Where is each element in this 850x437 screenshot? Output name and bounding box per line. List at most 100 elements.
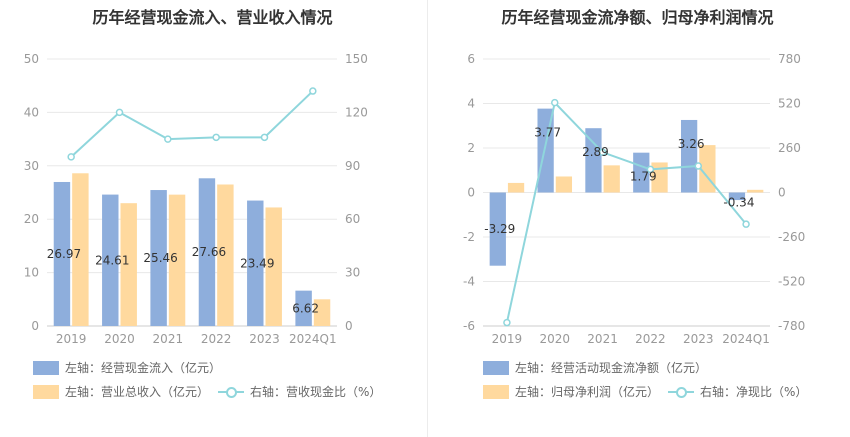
y-left-tick-label: 0: [467, 186, 475, 200]
y-right-tick-label: 120: [345, 105, 368, 119]
legend-item-net-profit[interactable]: 左轴：归母净利润（亿元）: [483, 383, 659, 400]
line-point: [164, 135, 172, 143]
data-label: 27.66: [192, 245, 226, 259]
data-label: 2.89: [582, 145, 609, 159]
bar: [555, 176, 573, 193]
bar: [728, 192, 746, 201]
y-left-tick-label: 40: [24, 105, 39, 119]
y-right-tick-label: -520: [778, 275, 805, 289]
legend-label: 左轴：归母净利润（亿元）: [515, 385, 660, 399]
data-label: 24.61: [95, 253, 129, 267]
line-point: [115, 108, 124, 117]
line-point: [309, 87, 317, 95]
y-left-tick-label: 50: [24, 52, 39, 66]
legend-swatch-line: [668, 385, 694, 399]
x-tick-label: 2022: [201, 332, 232, 345]
legend-label: 左轴：经营现金流入（亿元）: [65, 361, 222, 375]
legend-swatch-bar-blue: [483, 360, 509, 375]
bar: [747, 189, 764, 193]
line-point: [742, 220, 750, 228]
y-left-tick-label: -2: [463, 230, 475, 244]
y-right-tick-label: 90: [345, 159, 360, 173]
bar: [507, 182, 525, 193]
bar: [217, 184, 234, 326]
chart-title: 历年经营现金流入、营业收入情况: [92, 8, 333, 27]
series-line: [505, 100, 747, 323]
legend-label: 左轴：营业总收入（亿元）: [65, 385, 210, 399]
legend-label: 右轴：净现比（%）: [700, 385, 808, 399]
y-right-tick-label: -780: [778, 319, 805, 333]
chart-plot-left: 0 0 10 30 20 60 30 90 40 120 50 150 2019 2020 2021 2022…: [24, 52, 368, 345]
legend-swatch-bar-orange: [33, 384, 59, 399]
data-label: -3.29: [484, 222, 515, 236]
data-label: 25.46: [143, 251, 177, 265]
bar: [633, 152, 650, 193]
line-point: [260, 133, 269, 142]
data-label: 3.77: [534, 126, 561, 140]
y-left-tick-label: -4: [463, 275, 475, 289]
data-label: -0.34: [723, 196, 754, 210]
bar: [585, 128, 602, 193]
bar: [150, 190, 167, 326]
x-tick-label: 2020: [104, 332, 135, 345]
y-right-tick-label: 30: [345, 266, 360, 280]
legend-item-cash-inflow[interactable]: 左轴：经营现金流入（亿元）: [33, 359, 221, 376]
legend-item-net-cash-ratio[interactable]: 右轴：净现比（%）: [668, 383, 807, 400]
chart-title: 历年经营现金流净额、归母净利润情况: [501, 8, 774, 27]
y-left-tick-label: 4: [467, 97, 475, 111]
line-point: [503, 318, 511, 327]
y-right-tick-label: 0: [778, 186, 786, 200]
y-right-tick-label: 0: [345, 319, 353, 333]
bar: [168, 194, 186, 326]
data-label: 6.62: [292, 302, 319, 316]
legend-label: 左轴：经营活动现金流净额（亿元）: [515, 361, 708, 375]
x-tick-label: 2019: [56, 332, 87, 345]
line-point: [551, 98, 559, 107]
bar: [247, 200, 264, 326]
y-left-tick-label: 2: [467, 141, 475, 155]
bar: [198, 178, 216, 326]
y-right-tick-label: -260: [778, 230, 805, 244]
line-point: [646, 165, 655, 174]
x-tick-label: 2023: [683, 332, 714, 345]
x-tick-label: 2022: [635, 332, 666, 345]
legend-label: 右轴：营收现金比（%）: [250, 385, 382, 399]
y-left-tick-label: -6: [463, 319, 475, 333]
y-left-tick-label: 0: [31, 319, 39, 333]
data-label: 1.79: [630, 170, 657, 184]
data-label: 3.26: [678, 137, 705, 151]
data-label: 23.49: [240, 256, 274, 270]
legend-item-net-cash-flow[interactable]: 左轴：经营活动现金流净额（亿元）: [483, 359, 707, 376]
line-point: [598, 148, 607, 157]
chart-panel-left: 历年经营现金流入、营业收入情况 0 0 10 30 20 60 30 90 40 120 50 150…: [24, 8, 382, 400]
chart-plot-right: -6 -780 -4 -520 -2 -260 0 0 2 260 4 520 6 780 2019 2020…: [463, 52, 805, 345]
y-left-tick-label: 10: [24, 266, 39, 280]
y-right-tick-label: 780: [778, 52, 801, 66]
chart-panel-right: 历年经营现金流净额、归母净利润情况 -6 -780 -4 -520 -2 -260 0 0 2 2…: [425, 0, 850, 437]
x-tick-label: 2021: [153, 332, 184, 345]
legend-swatch-bar-blue: [33, 360, 59, 375]
y-right-tick-label: 260: [778, 141, 801, 155]
y-right-tick-label: 60: [345, 212, 360, 226]
x-tick-label: 2019: [492, 332, 523, 345]
bar: [603, 165, 620, 193]
bar: [265, 207, 282, 326]
bar: [102, 194, 119, 326]
legend-swatch-line: [218, 385, 244, 399]
bar: [72, 173, 89, 326]
legend-item-revenue[interactable]: 左轴：营业总收入（亿元）: [33, 383, 209, 400]
legend-item-cash-ratio[interactable]: 右轴：营收现金比（%）: [218, 383, 381, 400]
x-tick-label: 2023: [249, 332, 280, 345]
bar: [53, 181, 71, 326]
data-label: 26.97: [47, 247, 81, 261]
line-point: [694, 162, 702, 170]
line-point: [212, 133, 220, 142]
y-left-tick-label: 20: [24, 212, 39, 226]
legend-swatch-bar-orange: [483, 384, 509, 399]
y-left-tick-label: 30: [24, 159, 39, 173]
y-right-tick-label: 520: [778, 97, 801, 111]
y-left-tick-label: 6: [467, 52, 475, 66]
panel-divider: [427, 0, 428, 437]
bar: [680, 119, 698, 193]
x-tick-label: 2021: [587, 332, 618, 345]
